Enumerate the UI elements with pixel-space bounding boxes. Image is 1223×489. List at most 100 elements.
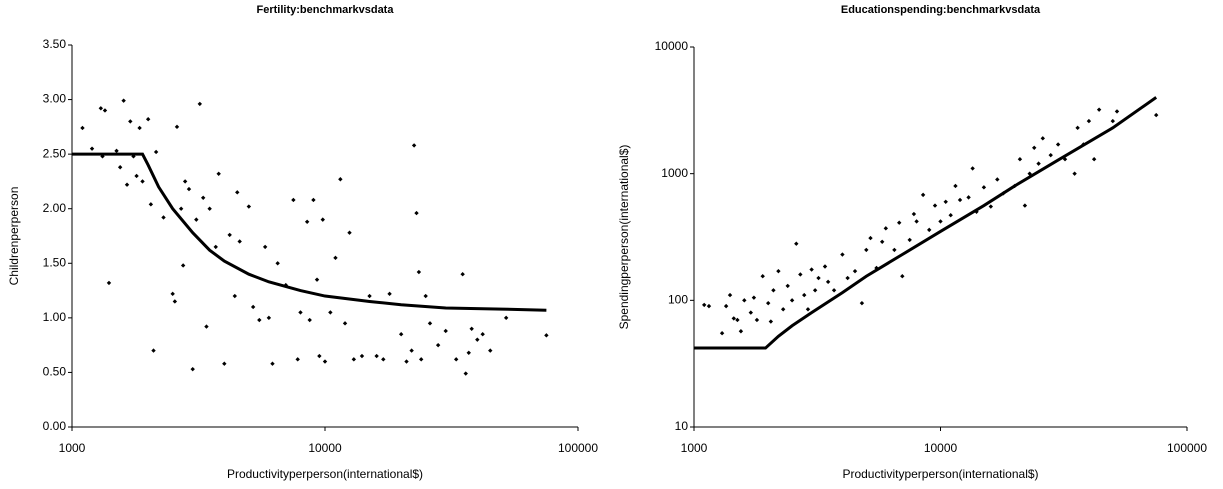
data-point [1040,136,1045,141]
y-tick-label: 100 [668,293,688,307]
y-tick-label: 2.50 [43,146,67,160]
x-tick-label: 1000 [681,441,708,455]
y-axis-label: Spendingperperson(international$) [617,145,631,330]
data-point [427,321,433,326]
data-point [731,316,736,321]
data-point [137,125,142,131]
data-point [831,288,837,293]
data-point [197,101,203,107]
data-point [298,310,303,315]
y-tick-label: 1.00 [43,310,67,324]
data-point [381,357,386,362]
data-point [100,154,105,159]
data-point [414,210,419,216]
data-point [812,288,818,293]
data-point [1017,157,1023,162]
data-point [237,239,242,244]
data-point [794,241,799,246]
x-tick-label: 10000 [308,441,342,455]
data-point [257,317,262,323]
x-axis-label: Productivityperperson(international$) [842,467,1038,481]
data-point [172,299,178,304]
data-point [246,204,252,209]
data-point [544,333,549,338]
data-point [102,108,108,113]
data-point [423,293,428,299]
data-point [723,303,729,309]
y-tick-label: 1000 [661,166,688,180]
y-tick-label: 0.00 [43,419,67,433]
data-point [822,264,828,269]
data-point [809,267,814,272]
data-point [751,295,757,300]
data-point [148,202,154,207]
data-point [204,324,209,329]
data-point [1027,171,1032,176]
data-point [145,117,151,122]
x-tick-label: 1000 [59,441,86,455]
data-point [262,244,268,250]
y-tick-label: 3.00 [43,92,67,106]
data-point [359,353,365,359]
data-point [314,277,320,282]
data-point [295,357,300,362]
y-axis-label: Childrenperperson [7,187,21,286]
data-point [938,219,943,224]
data-point [943,199,948,204]
data-point [320,217,325,222]
data-point [411,143,417,148]
data-point [466,350,471,355]
data-point [328,310,333,315]
data-point [311,197,316,203]
data-point [771,288,776,293]
data-point [151,348,156,353]
data-point [766,300,771,306]
data-point [333,255,338,261]
data-point [805,307,811,312]
data-point [98,106,104,111]
data-point [883,226,889,231]
y-tick-label: 0.50 [43,365,67,379]
data-point [995,177,1000,182]
data-point [304,219,310,225]
data-point [338,177,343,182]
data-point [1072,171,1077,176]
data-point [140,179,145,184]
data-point [1091,157,1097,162]
data-point [124,182,130,187]
data-point [291,197,296,203]
data-point [988,204,994,209]
data-point [816,275,821,281]
data-point [907,237,912,243]
data-point [266,315,272,321]
data-point [845,275,850,281]
data-point [106,280,112,286]
data-point [768,319,774,324]
data-point [970,166,975,171]
y-tick-label: 3.50 [43,37,67,51]
data-point [80,125,85,131]
data-point [1154,112,1159,118]
data-point [409,348,414,353]
data-point [322,359,328,364]
benchmark-line [694,96,1158,350]
data-point [738,329,744,334]
data-point [789,298,795,303]
data-point [460,272,465,277]
data-point [182,179,188,184]
x-tick-label: 100000 [558,441,598,455]
y-tick-label: 1.50 [43,255,67,269]
data-point [186,186,192,192]
data-point [914,219,919,224]
data-point [706,303,712,309]
data-point [216,171,221,176]
data-point [404,359,409,364]
data-point [398,332,404,337]
data-point [307,317,312,323]
data-point [475,337,480,342]
data-point [840,252,845,257]
data-point [232,293,237,299]
data-point [948,213,953,218]
data-point [897,220,902,225]
data-point [351,357,357,362]
